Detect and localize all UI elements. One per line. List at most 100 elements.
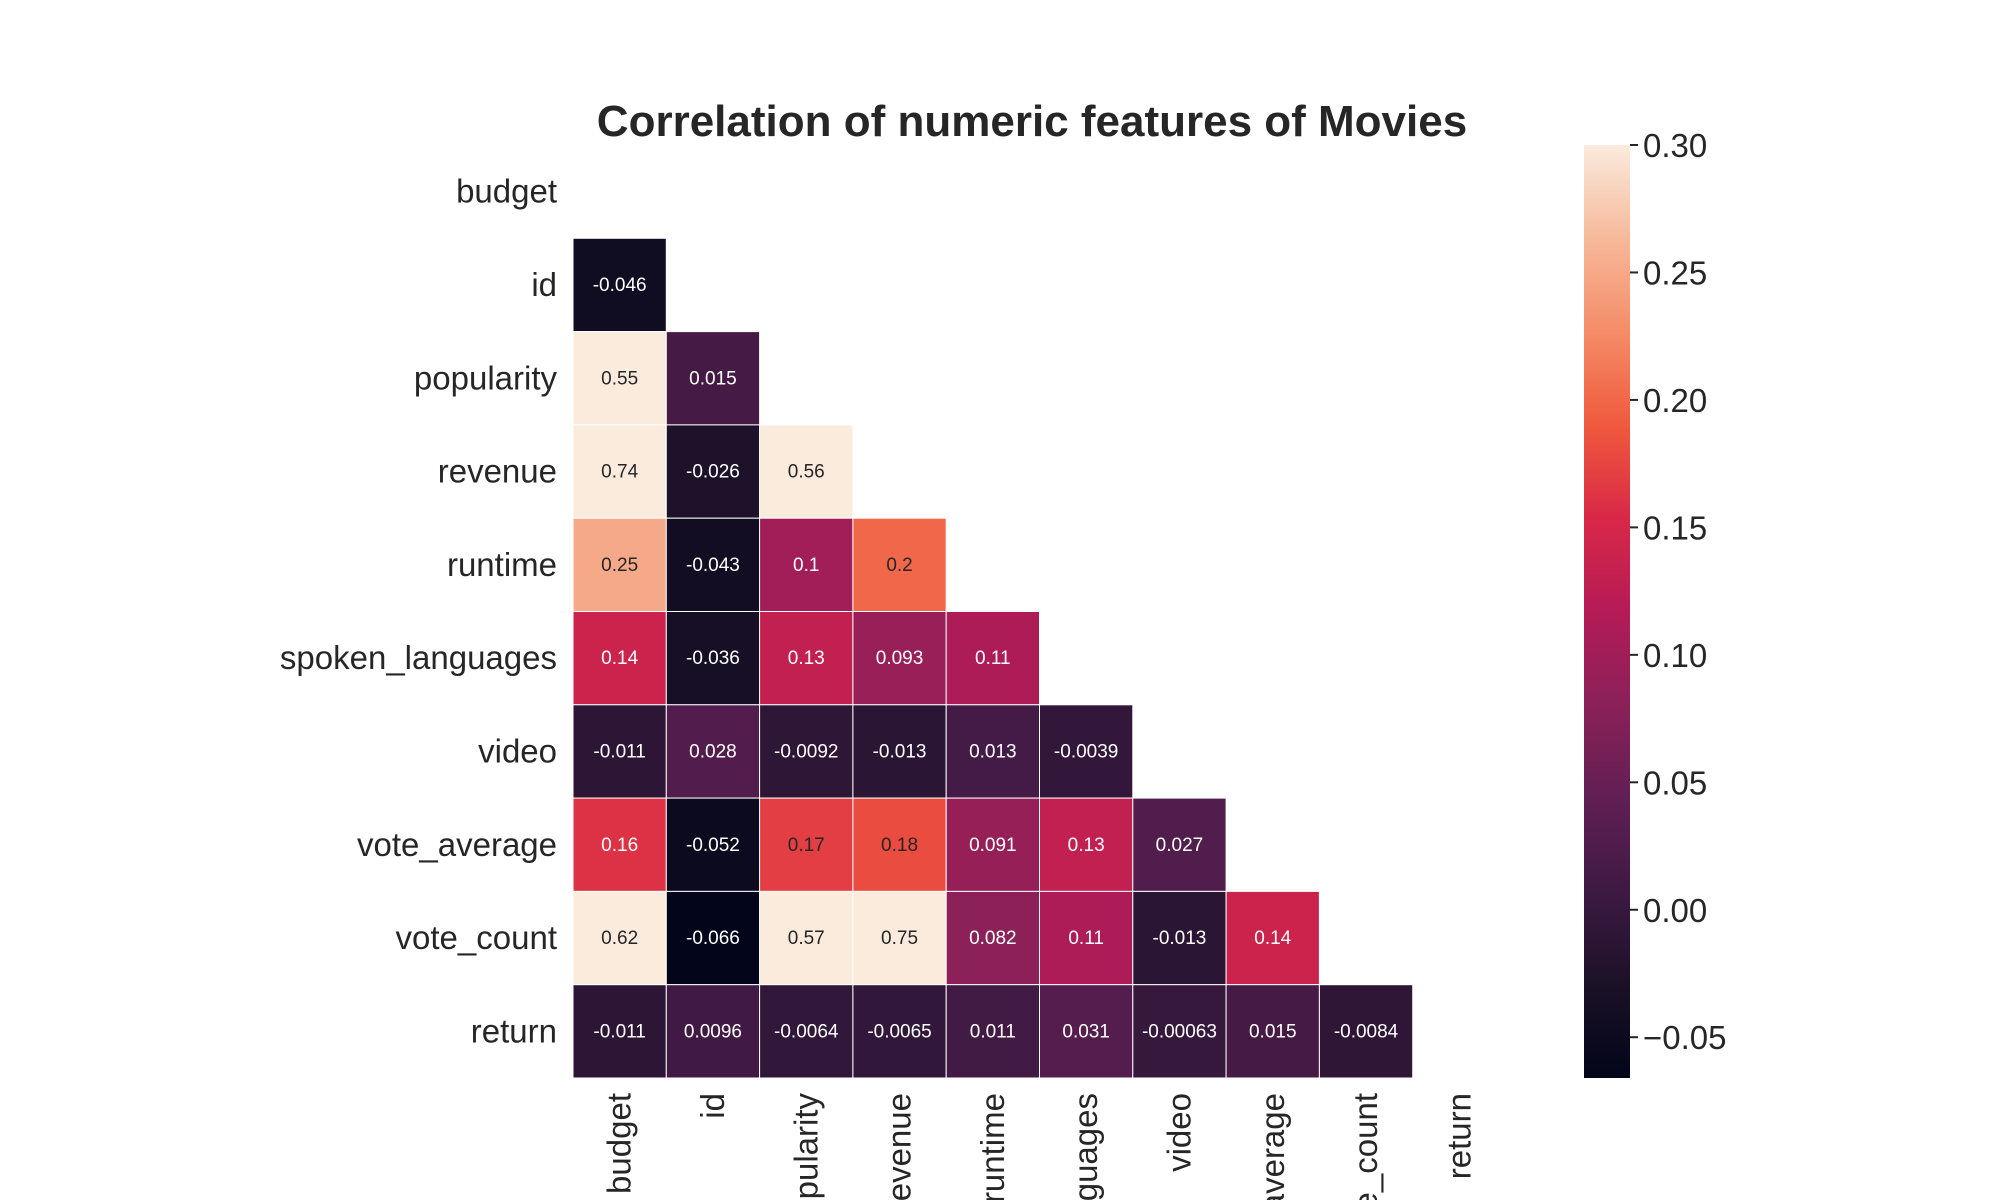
cell-value-label: -0.052 [686,835,740,856]
cell-value-label: 0.62 [601,928,638,949]
heatmap-cell [945,704,1041,799]
column-tick-labels: budget id popularity revenue runtime language… [601,1093,1478,1200]
heatmap-cell [665,517,761,613]
row-label: return [471,1012,557,1049]
cell-value-label: 0.55 [601,368,638,389]
heatmap-cell [665,424,761,519]
row-label: vote_count [396,919,557,956]
heatmap-cell [759,890,854,986]
column-label: runtime [974,1093,1011,1200]
cell-value-label: -0.0039 [1054,741,1118,762]
heatmap-cell [852,797,947,892]
cell-value-label: 0.14 [1254,928,1291,949]
column-label: budget [601,1093,638,1194]
column-label: popularity [787,1093,824,1200]
column-label: return [1440,1093,1477,1179]
column-label: revenue [881,1093,918,1200]
heatmap-cell [759,611,854,706]
heatmap-cell [572,797,667,892]
cell-value-label: -0.011 [593,741,645,762]
cell-value-label: 0.16 [601,835,638,856]
row-label: revenue [438,453,557,490]
heatmap-cell [572,237,667,333]
heatmap-cell [759,704,854,799]
colorbar-ticks: −0.05 0.00 0.05 0.10 0.15 0.20 0.25 0.30 [1630,127,1727,1056]
cell-value-label: 0.17 [788,835,825,856]
column-label: id [694,1093,731,1119]
cell-value-label: 0.011 [970,1021,1016,1042]
cell-value-label: -0.026 [686,462,740,483]
heatmap-cell [945,984,1041,1079]
chart-title: Correlation of numeric features of Movie… [597,97,1467,146]
cell-value-label: -0.043 [686,555,740,576]
heatmap-cell [759,984,854,1079]
heatmap-cell [665,984,761,1079]
colorbar-gradient [1584,145,1630,1078]
row-label: budget [456,173,557,210]
heatmap-cell [852,611,947,706]
cell-value-label: 0.1 [793,555,819,576]
cell-value-label: -0.0064 [774,1021,839,1042]
cell-value-label: 0.013 [969,741,1017,762]
heatmap-cell [1318,984,1414,1079]
heatmap-cell [945,611,1041,706]
cell-value-label: 0.031 [1062,1021,1110,1042]
heatmap-cell [1039,797,1134,892]
cell-value-label: 0.091 [969,835,1017,856]
cell-value-label: 0.74 [601,462,638,483]
heatmap-cell [1039,704,1134,799]
cell-value-label: 0.56 [788,462,825,483]
cell-value-label: 0.027 [1156,835,1204,856]
heatmap-cell [572,984,667,1079]
heatmap-cell [665,611,761,706]
colorbar-tick-label: −0.05 [1643,1019,1727,1056]
cell-value-label: 0.11 [1068,928,1104,949]
heatmap-cell [572,331,667,426]
cell-value-label: 0.028 [689,741,737,762]
cell-value-label: -0.066 [686,928,740,949]
row-label: spoken_languages [280,639,557,676]
heatmap-cell [572,424,667,519]
cell-value-label: -0.0084 [1334,1021,1399,1042]
cell-value-label: -0.011 [593,1021,645,1042]
row-tick-labels: budget id popularity revenue runtime spoken_l… [280,173,558,1050]
column-label: e_count [1347,1093,1384,1200]
heatmap-cell [852,984,947,1079]
cell-value-label: 0.2 [886,555,912,576]
heatmap-cell [1132,797,1227,892]
heatmap-cells: -0.046 0.55 0.015 0.74 -0.026 0.56 0.25 -0.043 0… [572,237,1414,1079]
cell-value-label: 0.75 [881,928,918,949]
cell-value-label: 0.015 [1249,1021,1297,1042]
row-label: id [531,266,557,303]
cell-value-label: -0.00063 [1142,1021,1217,1042]
cell-value-label: 0.082 [969,928,1017,949]
cell-value-label: -0.046 [593,275,647,296]
heatmap-cell [665,797,761,892]
cell-value-label: -0.036 [686,648,740,669]
cell-value-label: -0.013 [873,741,927,762]
heatmap-cell [1039,984,1134,1079]
cell-value-label: 0.015 [689,368,737,389]
heatmap-cell [852,704,947,799]
cell-value-label: 0.25 [601,555,638,576]
cell-value-label: -0.013 [1153,928,1207,949]
heatmap-cell [1132,890,1227,986]
row-label: runtime [447,546,557,583]
colorbar: −0.05 0.00 0.05 0.10 0.15 0.20 0.25 0.30 [1584,127,1727,1078]
column-label: languages [1067,1093,1104,1200]
cell-value-label: 0.13 [1068,835,1105,856]
colorbar-tick-label: 0.25 [1643,254,1707,291]
heatmap-cell [572,704,667,799]
cell-value-label: -0.0092 [774,741,838,762]
cell-value-label: 0.18 [881,835,918,856]
column-label: video [1160,1093,1197,1172]
cell-value-label: 0.11 [975,648,1011,669]
cell-value-label: -0.0065 [867,1021,931,1042]
cell-value-label: 0.093 [876,648,924,669]
column-label: average [1254,1093,1291,1200]
heatmap-cell [665,704,761,799]
heatmap-cell [852,517,947,613]
heatmap-cell [572,890,667,986]
row-label: popularity [414,359,558,396]
